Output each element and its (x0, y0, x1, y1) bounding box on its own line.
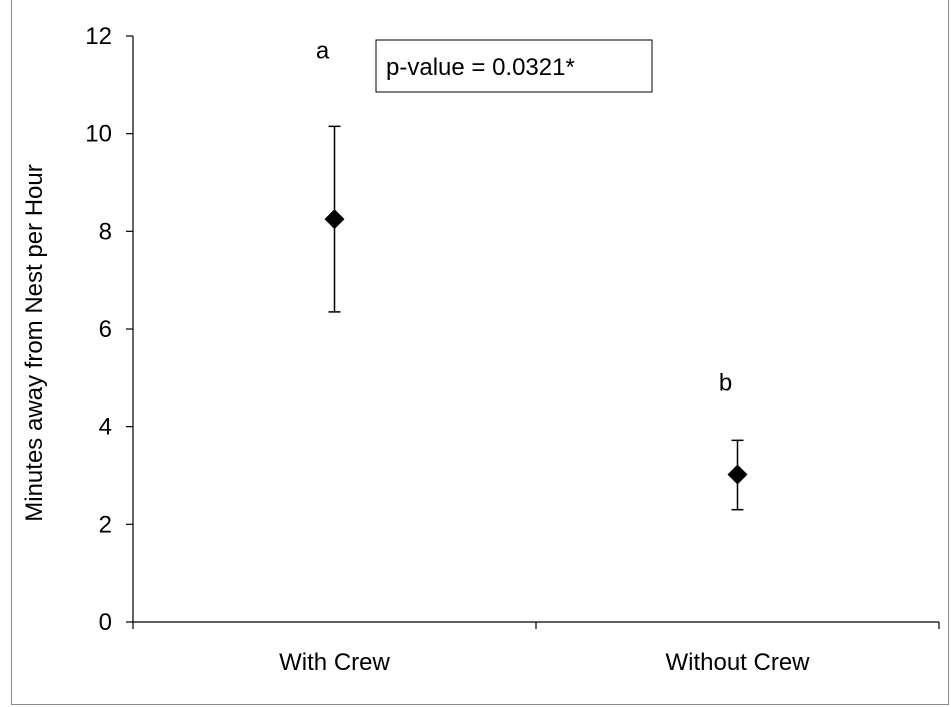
error-bars (328, 125, 744, 511)
y-tick-label: 8 (99, 218, 112, 245)
y-axis-label: Minutes away from Nest per Hour (21, 164, 48, 521)
p-value-box: p-value = 0.0321* (375, 39, 653, 93)
y-tick-label: 10 (85, 121, 112, 148)
y-tick-label: 4 (99, 414, 112, 441)
y-tick-label: 0 (99, 609, 112, 636)
data-point-diamond (324, 209, 345, 230)
p-value-text: p-value = 0.0321* (386, 54, 575, 81)
significance-letter: a (316, 38, 330, 65)
p-value-box-border (375, 39, 653, 93)
x-ticks: With Crew Without Crew (132, 622, 940, 676)
y-tick-label: 2 (99, 511, 112, 538)
x-category-label: With Crew (279, 649, 390, 676)
data-points (324, 209, 748, 485)
chart-frame (11, 0, 949, 705)
data-point-diamond (727, 464, 748, 485)
y-tick-label: 6 (99, 316, 112, 343)
y-tick-label: 12 (85, 23, 112, 50)
y-ticks: 0 2 4 6 8 10 12 (85, 23, 133, 636)
significance-letters: ab (316, 38, 732, 397)
axes (132, 36, 939, 623)
x-category-label: Without Crew (665, 649, 810, 676)
significance-letter: b (719, 370, 732, 397)
